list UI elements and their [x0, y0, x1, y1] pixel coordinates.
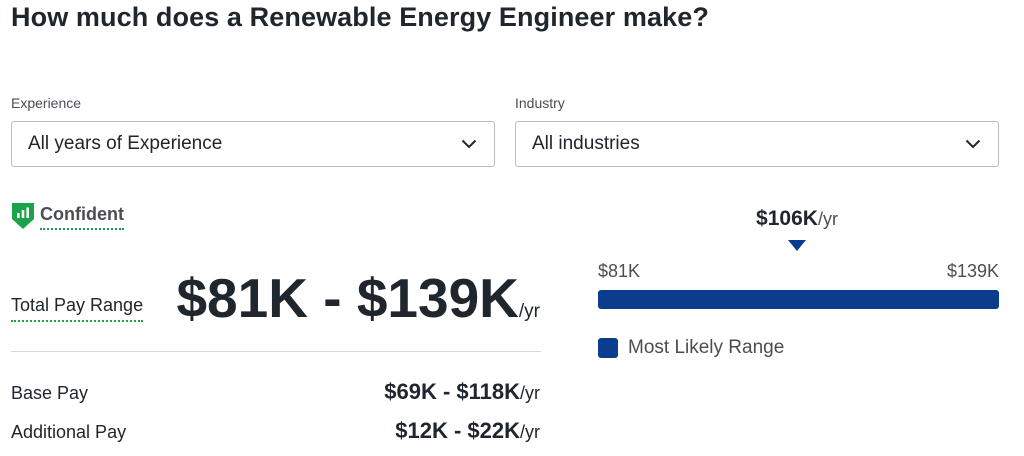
confidence-shield-icon [12, 203, 34, 229]
per-year-unit: /yr [518, 301, 540, 322]
additional-pay-value: $12K - $22K/yr [395, 418, 540, 444]
confidence-indicator[interactable]: Confident [11, 202, 124, 230]
base-pay-label: Base Pay [11, 383, 89, 403]
most-likely-range-bar [598, 290, 999, 309]
per-year-unit: /yr [520, 422, 540, 442]
page-title: How much does a Renewable Energy Enginee… [11, 2, 709, 32]
base-pay-value: $69K - $118K/yr [384, 379, 540, 405]
experience-dropdown[interactable]: All years of Experience [11, 121, 495, 167]
range-legend: Most Likely Range [598, 337, 784, 359]
total-pay-label[interactable]: Total Pay Range [11, 294, 144, 322]
legend-label: Most Likely Range [628, 337, 785, 358]
median-pay: $106K/yr [697, 207, 897, 231]
chevron-down-icon [964, 135, 982, 153]
total-pay-range: $81K - $139K [176, 267, 519, 329]
additional-pay-range: $12K - $22K [395, 418, 520, 443]
chevron-down-icon [460, 135, 478, 153]
median-value: $106K [756, 207, 818, 230]
legend-swatch [598, 338, 618, 358]
per-year-unit: /yr [817, 209, 838, 229]
base-pay-range: $69K - $118K [384, 379, 520, 404]
divider [11, 351, 541, 352]
range-min-label: $81K [598, 261, 641, 281]
total-pay-value: $81K - $139K/yr [176, 266, 540, 344]
industry-label: Industry [515, 95, 565, 111]
median-marker-icon [788, 240, 806, 251]
additional-pay-label: Additional Pay [11, 422, 127, 442]
industry-dropdown[interactable]: All industries [515, 121, 999, 167]
range-max-label: $139K [946, 261, 999, 281]
experience-label: Experience [11, 95, 82, 111]
confidence-label: Confident [40, 203, 124, 230]
experience-selected-value: All years of Experience [28, 133, 223, 154]
per-year-unit: /yr [520, 383, 540, 403]
industry-selected-value: All industries [532, 133, 640, 154]
